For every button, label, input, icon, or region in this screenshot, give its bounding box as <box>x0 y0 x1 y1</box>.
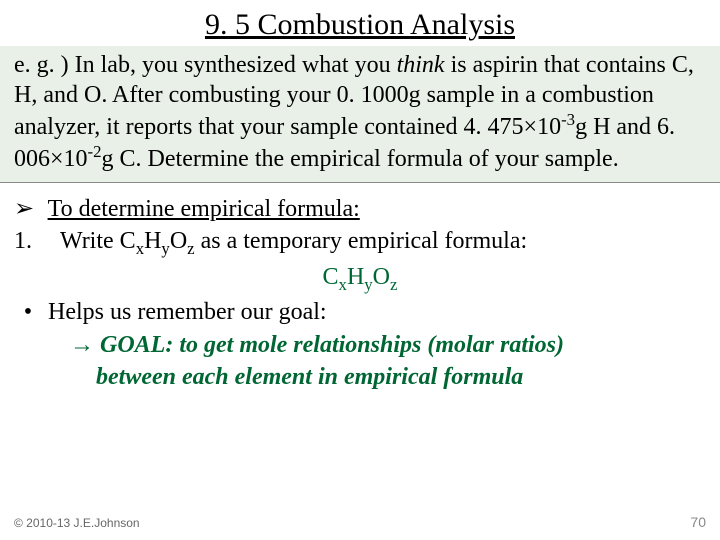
determine-line: ➢ To determine empirical formula: <box>14 193 706 225</box>
goal-line-2: between each element in empirical formul… <box>14 361 706 393</box>
write-post: as a temporary empirical formula: <box>195 228 528 254</box>
write-h: H <box>144 228 161 254</box>
formula-x: x <box>339 275 347 294</box>
goal-text-1: GOAL: to get mole relationships (molar r… <box>100 332 564 358</box>
write-sub-y: y <box>161 239 169 258</box>
problem-text-1: e. g. ) In lab, you synthesized what you <box>14 52 397 78</box>
goal-arrow-icon: → <box>70 332 100 358</box>
formula-h: H <box>347 264 364 290</box>
problem-text-4: g C. Determine the empirical formula of … <box>102 146 619 172</box>
formula-c: C <box>323 264 339 290</box>
problem-exp-2: -2 <box>88 142 102 161</box>
problem-exp-1: -3 <box>561 110 575 129</box>
slide-title: 9. 5 Combustion Analysis <box>0 0 720 46</box>
page-number: 70 <box>690 514 706 530</box>
goal-line-1: → GOAL: to get mole relationships (molar… <box>14 329 706 361</box>
write-sub-x: x <box>136 239 144 258</box>
formula-o: O <box>373 264 390 290</box>
formula-z: z <box>390 275 397 294</box>
formula-y: y <box>364 275 372 294</box>
step-1-number: 1. <box>14 225 42 257</box>
copyright-footer: © 2010-13 J.E.Johnson <box>14 516 140 530</box>
problem-italic-think: think <box>397 52 445 78</box>
goal-text-2: between each element in empirical formul… <box>96 364 523 390</box>
helps-line: • Helps us remember our goal: <box>14 296 706 328</box>
body-section: ➢ To determine empirical formula: 1. Wri… <box>0 183 720 394</box>
problem-statement: e. g. ) In lab, you synthesized what you… <box>0 46 720 183</box>
arrow-bullet-icon: ➢ <box>14 193 42 225</box>
formula-line: CxHyOz <box>14 261 706 296</box>
write-pre: Write C <box>60 228 136 254</box>
write-o: O <box>170 228 187 254</box>
dot-bullet-icon: • <box>14 296 42 328</box>
slide: { "title": "9. 5 Combustion Analysis", "… <box>0 0 720 540</box>
step-1-line: 1. Write CxHyOz as a temporary empirical… <box>14 225 706 260</box>
helps-text: Helps us remember our goal: <box>48 299 327 325</box>
determine-text: To determine empirical formula: <box>48 196 360 222</box>
write-sub-z: z <box>187 239 194 258</box>
